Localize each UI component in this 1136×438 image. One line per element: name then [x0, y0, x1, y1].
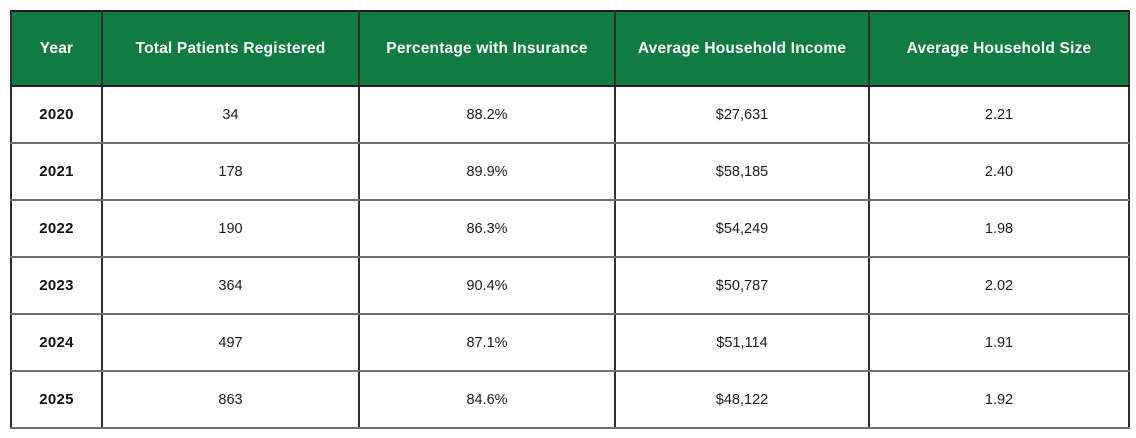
income-cell: $48,122: [614, 370, 870, 429]
table-row-2020: 2020 34 88.2% $27,631 2.21: [10, 85, 1130, 144]
table-header-row: Year Total Patients Registered Percentag…: [10, 11, 1130, 87]
size-cell: 1.91: [868, 313, 1130, 372]
patients-cell: 178: [101, 142, 360, 201]
year-cell: 2022: [10, 199, 103, 258]
patients-cell: 863: [101, 370, 360, 429]
insurance-cell: 88.2%: [358, 85, 616, 144]
income-cell: $51,114: [614, 313, 870, 372]
size-cell: 1.98: [868, 199, 1130, 258]
table-row-2025: 2025 863 84.6% $48,122 1.92: [10, 370, 1130, 429]
year-cell: 2024: [10, 313, 103, 372]
income-cell: $54,249: [614, 199, 870, 258]
column-header-insurance: Percentage with Insurance: [358, 11, 616, 87]
column-header-size: Average Household Size: [868, 11, 1130, 87]
patients-cell: 190: [101, 199, 360, 258]
size-cell: 2.40: [868, 142, 1130, 201]
income-cell: $58,185: [614, 142, 870, 201]
size-cell: 2.02: [868, 256, 1130, 315]
insurance-cell: 90.4%: [358, 256, 616, 315]
insurance-cell: 87.1%: [358, 313, 616, 372]
year-cell: 2020: [10, 85, 103, 144]
insurance-cell: 86.3%: [358, 199, 616, 258]
table-row-2023: 2023 364 90.4% $50,787 2.02: [10, 256, 1130, 315]
year-cell: 2023: [10, 256, 103, 315]
size-cell: 1.92: [868, 370, 1130, 429]
insurance-cell: 89.9%: [358, 142, 616, 201]
column-header-patients: Total Patients Registered: [101, 11, 360, 87]
patient-statistics-table: Year Total Patients Registered Percentag…: [10, 10, 1130, 429]
size-cell: 2.21: [868, 85, 1130, 144]
insurance-cell: 84.6%: [358, 370, 616, 429]
income-cell: $50,787: [614, 256, 870, 315]
year-cell: 2025: [10, 370, 103, 429]
income-cell: $27,631: [614, 85, 870, 144]
year-cell: 2021: [10, 142, 103, 201]
patients-cell: 497: [101, 313, 360, 372]
column-header-year: Year: [10, 11, 103, 87]
patients-cell: 364: [101, 256, 360, 315]
table-row-2022: 2022 190 86.3% $54,249 1.98: [10, 199, 1130, 258]
table-row-2021: 2021 178 89.9% $58,185 2.40: [10, 142, 1130, 201]
patients-cell: 34: [101, 85, 360, 144]
table-row-2024: 2024 497 87.1% $51,114 1.91: [10, 313, 1130, 372]
column-header-income: Average Household Income: [614, 11, 870, 87]
